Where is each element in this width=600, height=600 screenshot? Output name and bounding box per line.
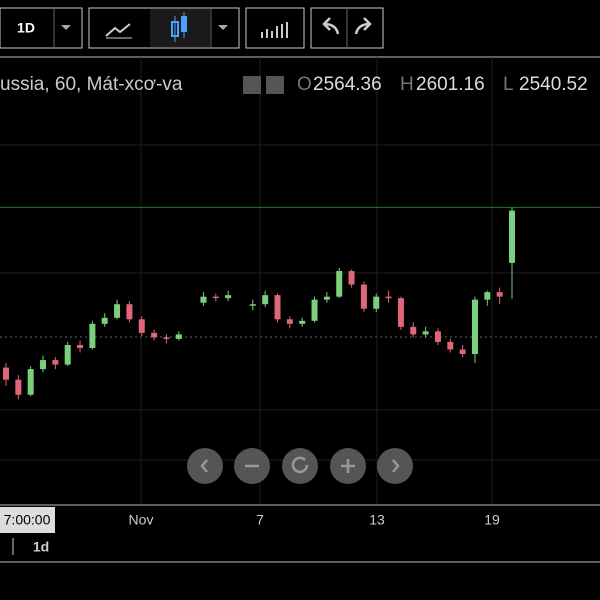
reset[interactable]	[282, 448, 318, 484]
range-button[interactable]: 1d	[33, 539, 49, 555]
candle-body	[27, 369, 34, 395]
candle-body	[262, 295, 269, 305]
candle-body	[274, 295, 281, 320]
scroll-left[interactable]	[187, 448, 223, 484]
candle-body	[126, 304, 133, 320]
candle-body	[509, 210, 515, 263]
x-label: 7	[256, 512, 264, 528]
symbol: ussia, 60, Mát-xcơ-va	[0, 74, 183, 95]
ohlc-letter: H	[400, 74, 414, 95]
ohlc-letter: O	[297, 74, 312, 95]
candle-body	[422, 331, 429, 335]
ohlc-value: 2601.16	[416, 74, 485, 95]
candle-body	[89, 323, 96, 348]
candle-body	[484, 292, 491, 300]
candle-body	[299, 320, 306, 324]
ohlc-header: O 2564.36 H 2601.16 L 2540.52	[297, 74, 588, 95]
candle-body	[360, 284, 367, 309]
candle-body	[138, 319, 145, 333]
nav-buttons	[187, 448, 413, 484]
candle-body	[15, 379, 22, 395]
chart-type-buttons[interactable]	[88, 7, 240, 49]
candle-body	[471, 299, 478, 355]
candle-body	[163, 337, 170, 339]
indicators-button[interactable]	[245, 7, 305, 49]
x-label: Nov	[129, 512, 154, 528]
candle-body	[373, 296, 380, 309]
candle-body	[212, 296, 219, 299]
candle-body	[496, 292, 503, 297]
crosshair-time: 7:00:00	[4, 512, 51, 528]
candle-body	[101, 317, 108, 324]
candle-body	[3, 367, 9, 380]
candle-body	[200, 296, 207, 303]
candle-body	[311, 299, 318, 321]
candle-body	[323, 296, 330, 300]
x-label: 19	[484, 512, 500, 528]
candle-body	[348, 270, 355, 285]
interval-label: 1D	[17, 20, 35, 36]
candle-body	[175, 334, 182, 339]
candle-body	[52, 360, 59, 365]
candle-body	[40, 360, 47, 370]
candle-body	[397, 298, 404, 327]
candle-body	[77, 344, 84, 348]
ohlc-value: 2540.52	[519, 74, 588, 95]
candle-body	[385, 296, 392, 299]
interval-button[interactable]	[0, 7, 83, 49]
scroll-right[interactable]	[377, 448, 413, 484]
candle-body	[286, 319, 293, 324]
candle-body	[459, 349, 466, 355]
candle-body	[434, 331, 441, 342]
candle-body	[410, 326, 417, 335]
toolbar: 1D	[0, 7, 384, 49]
candle-body	[114, 304, 121, 318]
candle-body	[225, 295, 232, 299]
candle-body	[151, 332, 158, 338]
x-label: 13	[369, 512, 385, 528]
grid	[0, 57, 600, 505]
plot	[0, 206, 600, 400]
candle-body	[336, 270, 343, 297]
candle-body	[64, 344, 71, 365]
ohlc-letter: L	[503, 74, 514, 95]
ohlc-value: 2564.36	[313, 74, 382, 95]
candle-body	[249, 304, 256, 306]
candle-body	[447, 341, 454, 350]
